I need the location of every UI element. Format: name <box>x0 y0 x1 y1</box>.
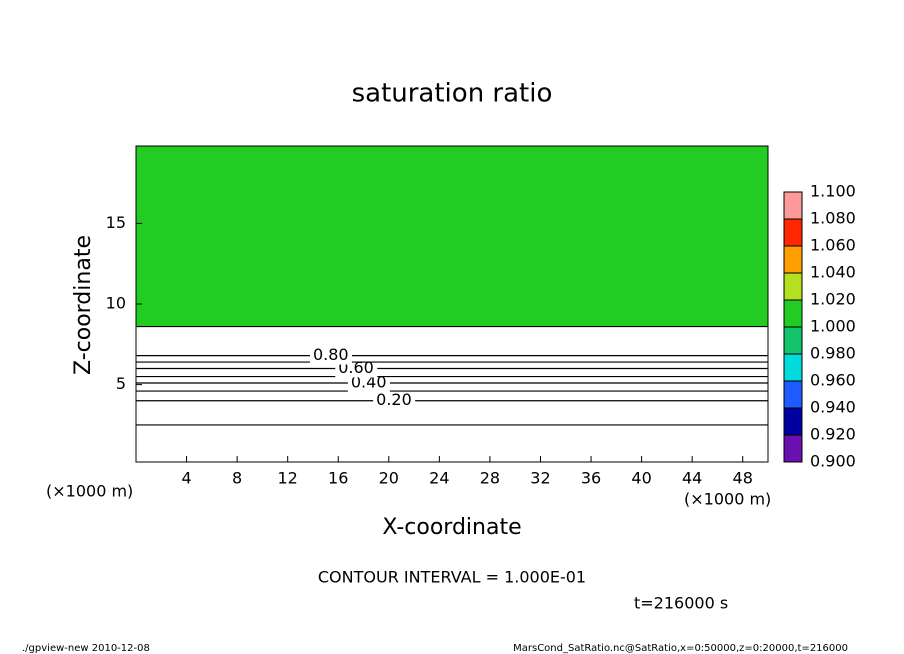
contour-label: 0.20 <box>376 390 412 409</box>
colorbar-bin <box>784 408 802 435</box>
x-tick-label: 32 <box>530 469 550 488</box>
x-tick-label: 12 <box>278 469 298 488</box>
x-tick-label: 44 <box>682 469 702 488</box>
colorbar-bin <box>784 435 802 462</box>
colorbar-label: 1.100 <box>810 182 856 201</box>
y-tick-label: 5 <box>116 374 126 393</box>
x-tick-label: 20 <box>379 469 399 488</box>
x-tick-label: 28 <box>480 469 500 488</box>
footer-left: ./gpview-new 2010-12-08 <box>22 643 150 654</box>
colorbar-bin <box>784 354 802 381</box>
contour-interval: CONTOUR INTERVAL = 1.000E-01 <box>318 568 586 587</box>
colorbar-label: 1.020 <box>810 290 856 309</box>
x-tick-label: 36 <box>581 469 601 488</box>
x-tick-label: 8 <box>232 469 242 488</box>
colorbar-label: 1.040 <box>810 263 856 282</box>
colorbar-bin <box>784 300 802 327</box>
contour-label-bg <box>373 391 416 410</box>
saturated-region <box>136 146 768 327</box>
colorbar-label: 1.060 <box>810 236 856 255</box>
x-unit: (×1000 m) <box>684 490 771 509</box>
y-axis-label: Z-coordinate <box>71 235 96 375</box>
footer-right: MarsCond_SatRatio.nc@SatRatio,x=0:50000,… <box>513 643 848 654</box>
contour-label-bg <box>347 374 390 392</box>
colorbar-bin <box>784 273 802 300</box>
colorbar-label: 1.080 <box>810 209 856 228</box>
colorbar-bin <box>784 246 802 273</box>
colorbar-label: 0.940 <box>810 398 856 417</box>
time-label: t=216000 s <box>634 594 728 613</box>
colorbar-label: 1.000 <box>810 317 856 336</box>
colorbar-bin <box>784 381 802 408</box>
y-tick-label: 10 <box>106 294 126 313</box>
x-tick-label: 4 <box>181 469 191 488</box>
colorbar-bin <box>784 327 802 354</box>
colorbar-label: 0.980 <box>810 344 856 363</box>
chart-title: saturation ratio <box>352 79 553 109</box>
colorbar-label: 0.960 <box>810 371 856 390</box>
contour-label-bg <box>309 346 352 365</box>
colorbar-bin <box>784 219 802 246</box>
x-tick-label: 40 <box>631 469 651 488</box>
y-tick-label: 15 <box>106 213 126 232</box>
x-axis-label: X-coordinate <box>382 515 521 540</box>
x-tick-label: 24 <box>429 469 449 488</box>
colorbar-bin <box>784 192 802 219</box>
y-unit: (×1000 m) <box>46 482 133 501</box>
colorbar-label: 0.900 <box>810 452 856 471</box>
colorbar-label: 0.920 <box>810 425 856 444</box>
x-tick-label: 48 <box>733 469 753 488</box>
x-tick-label: 16 <box>328 469 348 488</box>
contour-label: 0.80 <box>313 345 349 364</box>
